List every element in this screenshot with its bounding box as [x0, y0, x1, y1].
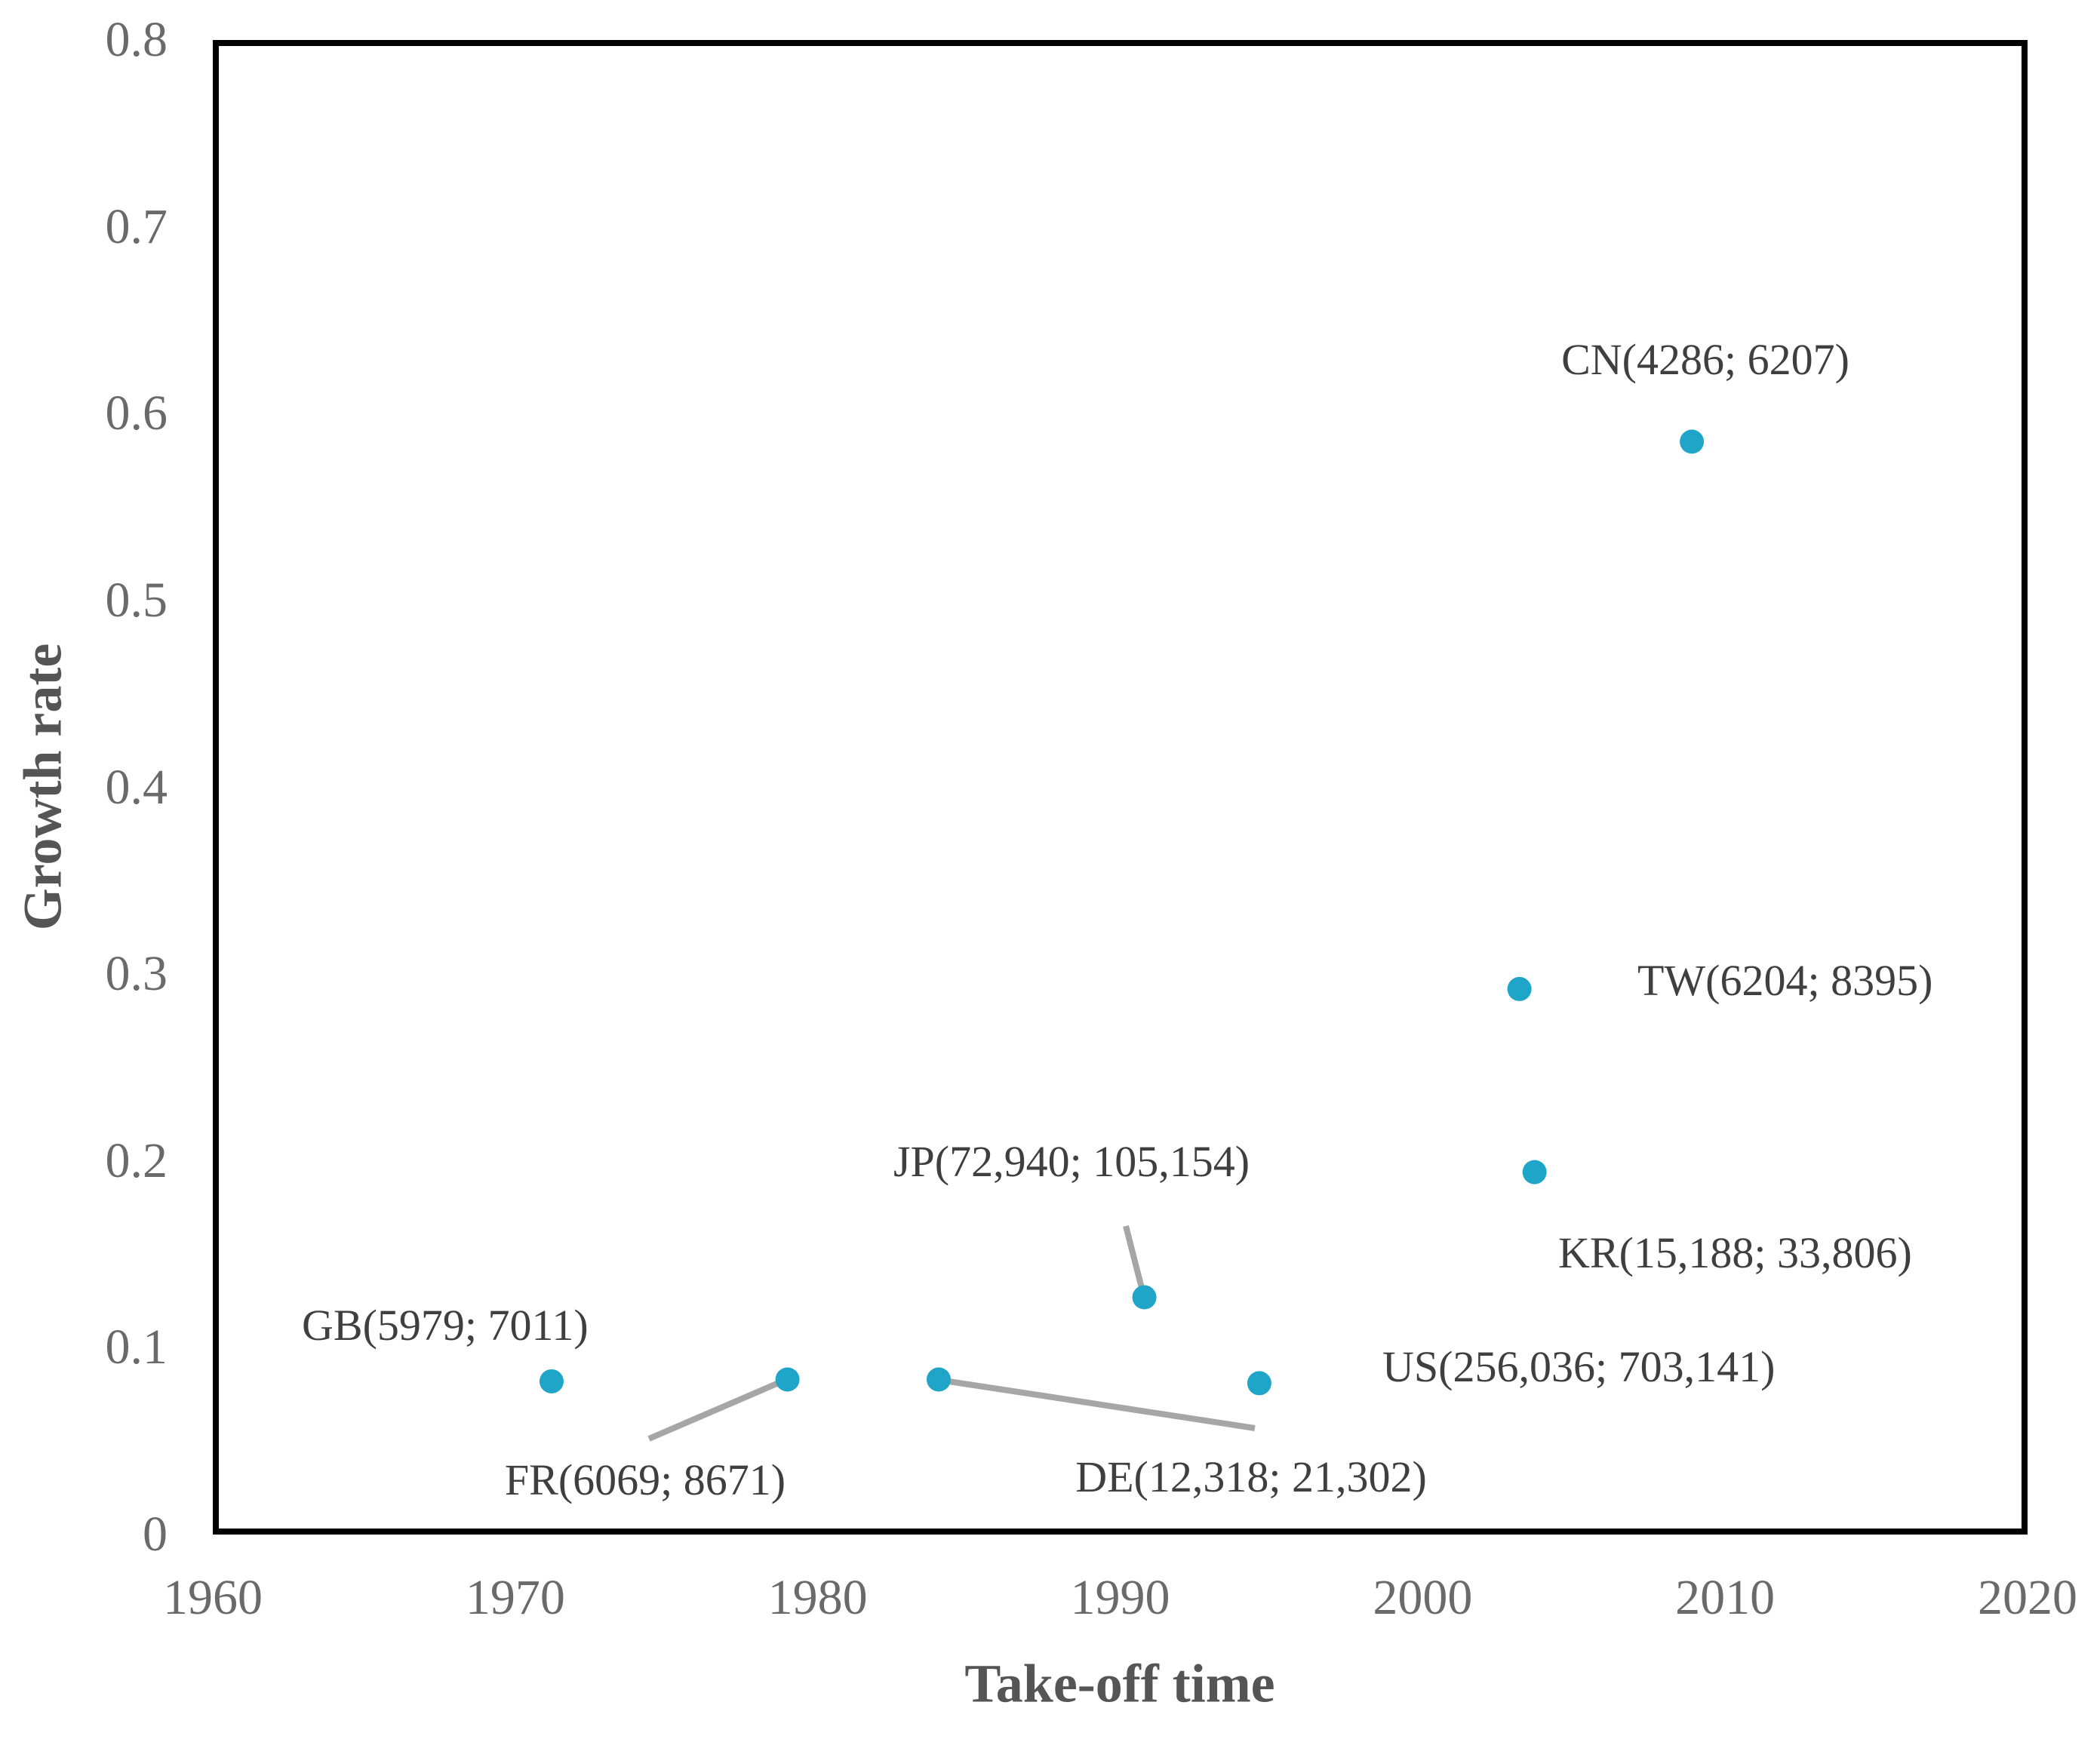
data-point-DE — [927, 1367, 951, 1392]
point-label-TW: TW(6204; 8395) — [1637, 956, 1933, 1005]
point-label-JP: JP(72,940; 105,154) — [893, 1137, 1250, 1186]
point-label-US: US(256,036; 703,141) — [1382, 1342, 1776, 1391]
y-tick-label-0.8: 0.8 — [105, 12, 168, 67]
leader-line-JP — [1123, 1225, 1146, 1295]
data-point-TW — [1507, 976, 1532, 1001]
point-label-FR: FR(6069; 8671) — [504, 1455, 786, 1504]
y-tick-label-0.6: 0.6 — [105, 386, 168, 441]
x-tick-label-1990: 1990 — [1070, 1570, 1170, 1625]
leader-line-FR — [647, 1377, 787, 1442]
y-tick-label-0.4: 0.4 — [105, 759, 168, 815]
plot-area — [213, 40, 2028, 1535]
x-axis-title: Take-off time — [964, 1653, 1275, 1714]
point-label-CN: CN(4286; 6207) — [1561, 335, 1849, 384]
point-label-KR: KR(15,188; 33,806) — [1558, 1228, 1912, 1277]
y-tick-label-0.2: 0.2 — [105, 1132, 168, 1188]
point-label-DE: DE(12,318; 21,302) — [1075, 1452, 1427, 1501]
y-tick-label-0.7: 0.7 — [105, 198, 168, 254]
x-tick-label-1970: 1970 — [465, 1570, 565, 1625]
data-point-FR — [775, 1367, 800, 1392]
x-tick-label-2000: 2000 — [1373, 1570, 1473, 1625]
y-tick-label-0: 0 — [143, 1507, 168, 1562]
data-point-GB — [539, 1369, 564, 1393]
data-point-CN — [1680, 429, 1705, 454]
data-point-US — [1247, 1371, 1271, 1396]
y-axis-title: Growth rate — [12, 643, 73, 931]
y-tick-label-0.1: 0.1 — [105, 1320, 168, 1375]
data-point-JP — [1132, 1285, 1157, 1310]
y-tick-label-0.3: 0.3 — [105, 946, 168, 1002]
data-point-KR — [1522, 1160, 1547, 1184]
x-tick-label-2010: 2010 — [1675, 1570, 1776, 1625]
y-tick-label-0.5: 0.5 — [105, 572, 168, 628]
point-label-GB: GB(5979; 7011) — [302, 1301, 589, 1350]
x-tick-label-1960: 1960 — [163, 1570, 263, 1625]
x-tick-label-2020: 2020 — [1978, 1570, 2077, 1625]
leader-line-DE — [943, 1378, 1256, 1431]
x-tick-label-1980: 1980 — [767, 1570, 868, 1625]
